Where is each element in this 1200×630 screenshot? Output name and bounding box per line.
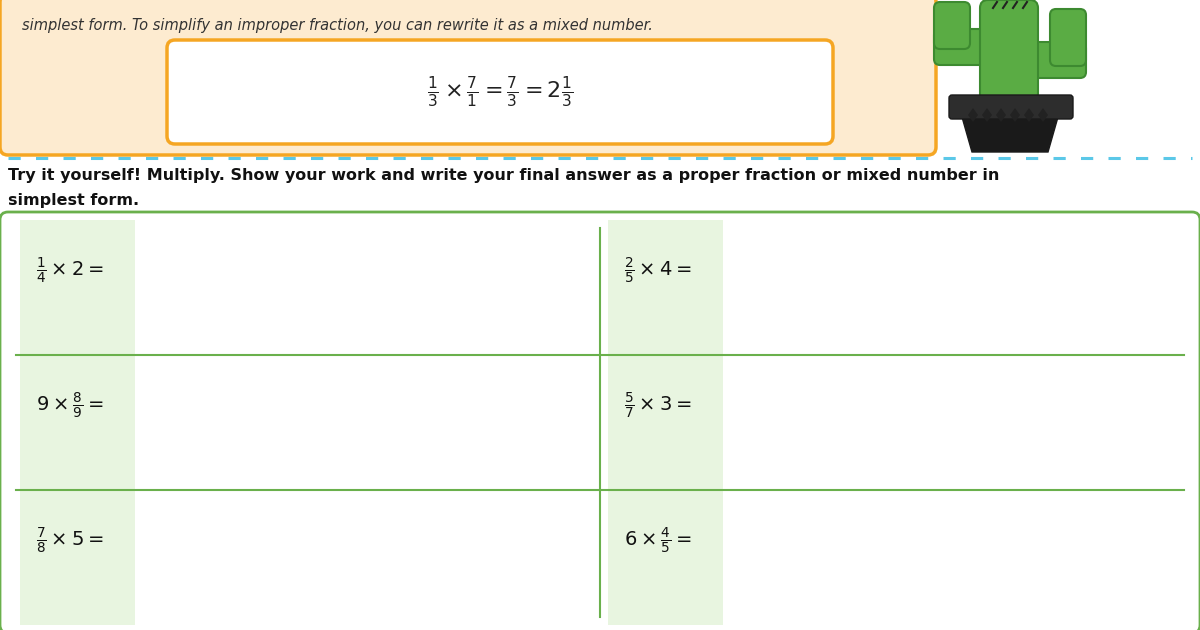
Text: $6 \times \frac{4}{5} =$: $6 \times \frac{4}{5} =$ <box>624 526 691 556</box>
Text: simplest form. To simplify an improper fraction, you can rewrite it as a mixed n: simplest form. To simplify an improper f… <box>22 18 653 33</box>
FancyBboxPatch shape <box>949 95 1073 119</box>
Polygon shape <box>960 110 1060 152</box>
Polygon shape <box>1024 108 1034 122</box>
Bar <box>608 355 722 490</box>
Text: $9 \times \frac{8}{9} =$: $9 \times \frac{8}{9} =$ <box>36 391 103 421</box>
Polygon shape <box>996 108 1006 122</box>
Polygon shape <box>968 108 978 122</box>
Text: Try it yourself! Multiply. Show your work and write your final answer as a prope: Try it yourself! Multiply. Show your wor… <box>8 168 1000 183</box>
FancyBboxPatch shape <box>980 0 1038 116</box>
Polygon shape <box>982 108 992 122</box>
Text: $\frac{1}{3} \times \frac{7}{1} = \frac{7}{3} = 2\frac{1}{3}$: $\frac{1}{3} \times \frac{7}{1} = \frac{… <box>427 74 574 110</box>
Bar <box>608 490 722 625</box>
FancyBboxPatch shape <box>1050 9 1086 66</box>
Text: $\frac{7}{8} \times 5 =$: $\frac{7}{8} \times 5 =$ <box>36 526 103 556</box>
Bar <box>20 220 134 355</box>
Text: $\frac{2}{5} \times 4 =$: $\frac{2}{5} \times 4 =$ <box>624 256 691 287</box>
FancyBboxPatch shape <box>0 212 1200 630</box>
Text: $\frac{1}{4} \times 2 =$: $\frac{1}{4} \times 2 =$ <box>36 256 103 287</box>
FancyBboxPatch shape <box>934 29 998 65</box>
Text: $\frac{5}{7} \times 3 =$: $\frac{5}{7} \times 3 =$ <box>624 391 691 421</box>
Bar <box>20 355 134 490</box>
Polygon shape <box>1010 108 1020 122</box>
Polygon shape <box>1038 108 1048 122</box>
Bar <box>608 220 722 355</box>
FancyBboxPatch shape <box>0 0 936 155</box>
FancyBboxPatch shape <box>167 40 833 144</box>
FancyBboxPatch shape <box>934 2 970 49</box>
Text: simplest form.: simplest form. <box>8 193 139 208</box>
Bar <box>20 490 134 625</box>
FancyBboxPatch shape <box>1022 42 1086 78</box>
